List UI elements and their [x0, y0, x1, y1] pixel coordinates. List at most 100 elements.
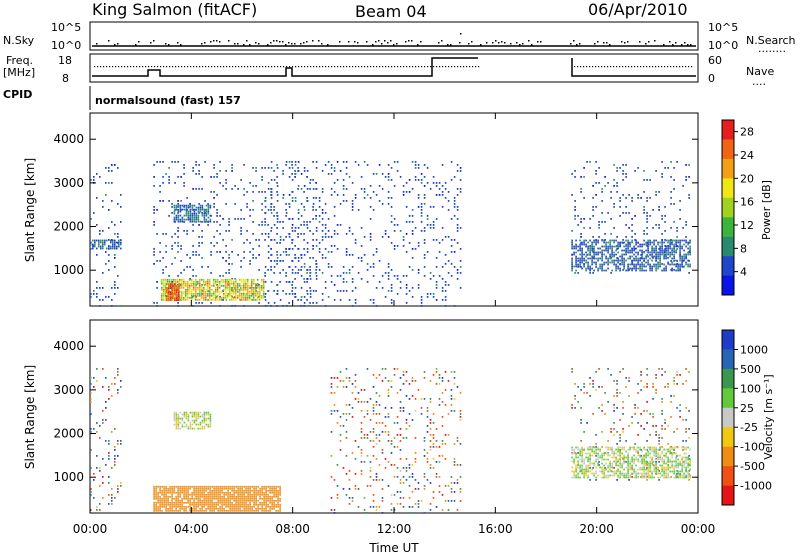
data-cell [282, 305, 284, 307]
data-cell [231, 495, 233, 498]
data-cell [221, 485, 223, 488]
data-cell [688, 197, 690, 199]
data-cell [306, 272, 308, 274]
data-cell [285, 236, 287, 238]
data-cell [258, 298, 261, 301]
data-cell [585, 468, 587, 471]
data-cell [163, 491, 165, 494]
data-cell [432, 446, 435, 448]
data-cell [651, 259, 653, 262]
data-cell [580, 236, 582, 238]
data-cell [254, 294, 257, 297]
colorbar-segment [722, 275, 734, 296]
data-cell [203, 208, 206, 211]
y-tick-label: 4000 [53, 132, 84, 146]
nsky-dot [165, 43, 167, 45]
data-cell [375, 434, 378, 436]
data-cell [168, 285, 170, 288]
data-cell [168, 297, 170, 300]
data-cell [579, 259, 581, 262]
data-cell [366, 434, 369, 436]
nsky-dot [390, 40, 392, 42]
data-cell [345, 254, 348, 256]
data-cell [372, 386, 375, 388]
data-cell [198, 280, 201, 283]
data-cell [239, 493, 241, 496]
data-cell [183, 206, 185, 208]
data-cell [178, 283, 180, 286]
data-cell [250, 282, 253, 285]
data-cell [348, 377, 351, 379]
data-cell [164, 280, 167, 283]
data-cell [209, 503, 211, 506]
data-cell [221, 491, 223, 494]
data-cell [223, 501, 225, 504]
data-cell [657, 257, 659, 260]
data-cell [175, 425, 178, 428]
data-cell [230, 290, 233, 293]
data-cell [282, 290, 284, 292]
data-cell [339, 449, 342, 451]
data-cell [285, 215, 287, 217]
data-cell [396, 368, 399, 370]
data-cell [168, 200, 170, 202]
data-cell [100, 247, 102, 250]
data-cell [189, 220, 192, 223]
data-cell [207, 206, 210, 209]
data-cell [605, 255, 607, 258]
data-cell [230, 294, 233, 297]
data-cell [405, 275, 408, 277]
data-cell [369, 476, 372, 478]
data-cell [390, 503, 393, 505]
data-cell [176, 294, 179, 297]
data-cell [187, 489, 189, 492]
data-cell [306, 293, 309, 295]
data-cell [583, 470, 585, 473]
data-cell [175, 417, 178, 420]
data-cell [105, 377, 107, 379]
data-cell [294, 245, 296, 247]
data-cell [453, 251, 456, 253]
data-cell [233, 499, 235, 502]
data-cell [619, 450, 621, 453]
data-cell [252, 185, 254, 187]
data-cell [267, 245, 270, 247]
data-cell [676, 263, 678, 265]
data-cell [378, 464, 381, 466]
data-cell [655, 255, 657, 258]
data-cell [177, 505, 179, 508]
data-cell [354, 161, 357, 163]
data-cell [251, 485, 253, 488]
data-cell [420, 212, 423, 214]
data-cell [589, 383, 591, 385]
data-cell [622, 431, 624, 433]
data-cell [275, 499, 277, 502]
freq-dot [427, 66, 429, 68]
data-cell [438, 377, 441, 379]
data-cell [291, 281, 294, 283]
data-cell [193, 501, 195, 504]
data-cell [178, 289, 180, 292]
data-cell [294, 197, 297, 199]
data-cell [240, 284, 243, 287]
data-cell [193, 210, 196, 213]
data-cell [105, 251, 107, 253]
data-cell [189, 499, 191, 502]
data-cell [90, 488, 92, 490]
data-cell [224, 278, 227, 281]
data-cell [199, 501, 201, 504]
freq-dot [643, 66, 645, 68]
freq-dot [313, 66, 315, 68]
data-cell [265, 497, 267, 500]
data-cell [177, 501, 179, 504]
data-cell [271, 507, 273, 510]
data-cell [189, 214, 192, 217]
data-cell [390, 299, 393, 301]
data-cell [617, 446, 619, 449]
data-cell [318, 215, 321, 217]
data-cell [420, 179, 423, 181]
data-cell [408, 383, 411, 385]
data-cell [646, 200, 648, 202]
nsky-dot [447, 44, 449, 46]
data-cell [285, 305, 288, 307]
